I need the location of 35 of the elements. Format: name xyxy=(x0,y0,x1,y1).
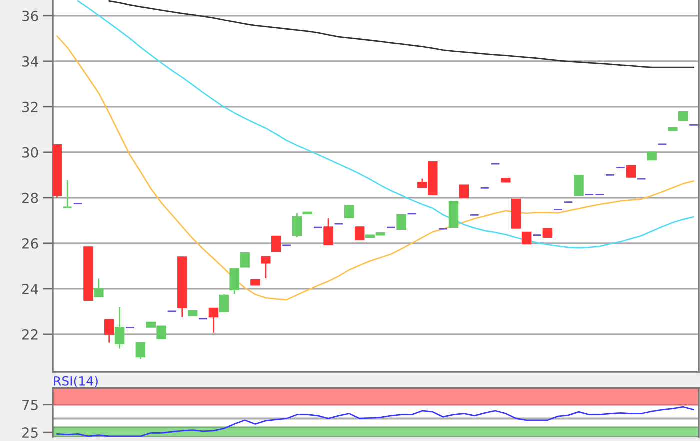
candlestick xyxy=(261,256,271,280)
y-tick-label: 36 xyxy=(22,10,38,22)
y-tick-label: 22 xyxy=(22,329,38,340)
candlestick xyxy=(292,212,302,238)
y-tick-label: 32 xyxy=(22,102,38,112)
candlestick xyxy=(94,278,104,298)
candlestick xyxy=(522,232,532,245)
line-series xyxy=(108,0,694,68)
y-tick-label: 24 xyxy=(22,284,38,294)
candlestick xyxy=(626,165,636,178)
candlestick xyxy=(324,218,334,246)
y-tick-label: 75 xyxy=(22,400,38,410)
y-tick-label: 25 xyxy=(22,428,38,438)
line-series xyxy=(56,406,694,437)
candlestick xyxy=(230,268,240,295)
y-tick-label: 34 xyxy=(22,56,38,67)
y-tick-label: 28 xyxy=(22,192,38,204)
candlestick xyxy=(574,174,584,196)
candlestick xyxy=(240,252,250,268)
candlestick xyxy=(219,294,230,312)
candlestick xyxy=(354,226,365,241)
candlestick xyxy=(104,319,114,344)
chart-title: RSI(14) xyxy=(54,376,98,388)
candlestick xyxy=(136,342,146,360)
candlestick xyxy=(208,308,219,334)
candlestick xyxy=(396,214,406,230)
candlestick xyxy=(114,306,125,350)
candlestick xyxy=(271,236,282,252)
y-tick-label: 30 xyxy=(22,147,38,158)
y-tick-label: 26 xyxy=(22,238,38,249)
line-series xyxy=(77,0,694,249)
line-series xyxy=(56,35,694,301)
candlestick xyxy=(459,184,470,198)
candlestick xyxy=(344,205,354,218)
candlestick xyxy=(62,180,72,208)
